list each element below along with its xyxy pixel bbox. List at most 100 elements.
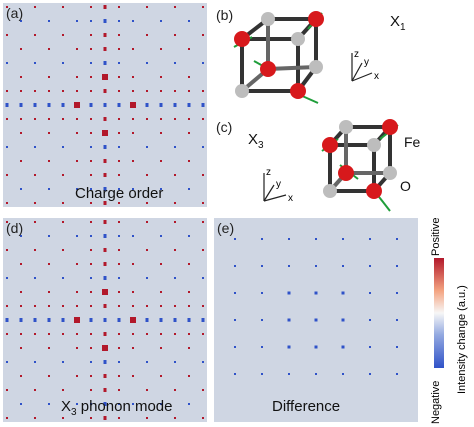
bragg-peak (34, 389, 36, 391)
bragg-peak (89, 318, 93, 322)
bragg-peak (90, 347, 92, 349)
difference-peak (314, 345, 318, 349)
axis-label-y-c: y (276, 179, 281, 190)
bragg-peak (132, 188, 134, 190)
bragg-peak (132, 291, 134, 293)
difference-peak (314, 318, 318, 322)
bragg-peak (90, 305, 92, 307)
difference-peak (288, 265, 290, 267)
bragg-peak (132, 375, 134, 377)
bragg-peak (103, 318, 107, 322)
bragg-peak (188, 263, 190, 265)
bragg-peak (132, 333, 134, 335)
bragg-peak (19, 103, 23, 107)
axis-label-z-b: z (354, 49, 359, 60)
bragg-peak (118, 118, 120, 120)
mode-label-x3: X3 (248, 131, 264, 151)
bragg-peak (6, 62, 8, 64)
bragg-peak (34, 146, 36, 148)
panel-b-x1-structure: (b) X1 (212, 3, 474, 115)
bragg-peak (20, 160, 22, 162)
bragg-peak (174, 90, 176, 92)
bragg-peak (20, 333, 22, 335)
bragg-peak (103, 145, 107, 149)
bragg-peak (103, 19, 107, 23)
bragg-peak (20, 48, 22, 50)
bragg-peak (34, 305, 36, 307)
bragg-peak (6, 202, 8, 204)
bragg-peak (34, 202, 36, 204)
bragg-peak (118, 188, 120, 190)
bragg-peak (146, 90, 148, 92)
difference-peak (315, 238, 317, 240)
bragg-peak (103, 117, 107, 121)
coordinate-axes-c (263, 173, 287, 202)
bragg-peak (90, 249, 92, 251)
bragg-peak (20, 76, 22, 78)
bragg-peak (76, 235, 78, 237)
bragg-peak (103, 33, 107, 37)
panel-label-d: (d) (6, 220, 24, 236)
bragg-peak (118, 347, 120, 349)
bragg-peak (34, 361, 36, 363)
bragg-peak (202, 333, 204, 335)
axis-label-x-c: x (288, 193, 293, 204)
difference-peak (396, 319, 398, 321)
bragg-peak (48, 333, 50, 335)
difference-peak (261, 319, 263, 321)
axis-label-x-b: x (374, 71, 379, 82)
bragg-peak (103, 388, 107, 392)
bragg-peak (90, 375, 92, 377)
bragg-peak (48, 305, 50, 307)
bragg-peak (132, 403, 134, 405)
bragg-peak (19, 318, 23, 322)
bragg-peak (188, 90, 190, 92)
bragg-peak (103, 187, 107, 191)
bragg-peak (118, 249, 120, 251)
caption-x-sub: 3 (71, 407, 77, 418)
bragg-peak (33, 318, 37, 322)
bragg-peak (146, 333, 148, 335)
bragg-peak (6, 389, 8, 391)
bragg-peak (62, 146, 64, 148)
panel-e-difference-map: (e) Difference (214, 218, 418, 422)
bragg-peak (146, 249, 148, 251)
bragg-peak (188, 160, 190, 162)
bragg-peak (62, 417, 64, 419)
bragg-peak (90, 291, 92, 293)
bragg-peak (118, 6, 120, 8)
difference-peak (234, 238, 236, 240)
bragg-peak (103, 47, 107, 51)
difference-peak (287, 345, 291, 349)
bragg-peak (76, 263, 78, 265)
difference-peak (396, 346, 398, 348)
bragg-peak (20, 305, 22, 307)
bragg-peak (90, 389, 92, 391)
bragg-peak (90, 235, 92, 237)
bragg-peak (146, 62, 148, 64)
bragg-peak (118, 221, 120, 223)
bragg-peak (103, 220, 107, 224)
bragg-peak (76, 132, 78, 134)
bragg-peak (48, 263, 50, 265)
bragg-peak (6, 90, 8, 92)
panel-a-charge-order-map: (a) Charge order (3, 3, 207, 207)
bragg-peak (202, 361, 204, 363)
bragg-peak (117, 103, 121, 107)
bragg-peak (90, 403, 92, 405)
bragg-peak (62, 305, 64, 307)
bragg-peak (76, 48, 78, 50)
bragg-peak (62, 249, 64, 251)
difference-peak (342, 238, 344, 240)
bragg-peak (187, 318, 191, 322)
bragg-peak (62, 90, 64, 92)
bragg-peak (76, 347, 78, 349)
bragg-peak (90, 90, 92, 92)
o-atom (291, 32, 305, 46)
bragg-peak (102, 74, 108, 80)
bragg-peak (90, 333, 92, 335)
bragg-peak (62, 361, 64, 363)
bragg-peak (90, 62, 92, 64)
bragg-peak (5, 103, 9, 107)
bragg-peak (48, 118, 50, 120)
